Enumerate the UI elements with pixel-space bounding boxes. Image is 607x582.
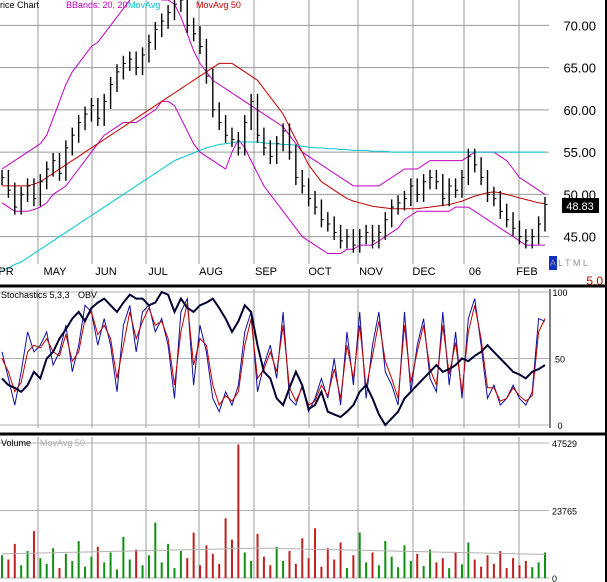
price-overlays [1, 0, 548, 271]
legend-price-chart: Price Chart [0, 0, 40, 10]
volume-tick-label: 23765 [552, 506, 577, 516]
date-tick-label: AUG [199, 266, 223, 278]
price-legend: Price Chart BBands: 20, 20 MovAvg MovAvg… [0, 0, 241, 10]
date-axis-ticks: PR MAY JUN JUL AUG SEP OCT NOV DEC 06 FEB [0, 266, 538, 278]
price-tick-label: 70.00 [563, 18, 596, 33]
last-price-label: 48.83 [566, 201, 594, 213]
date-tick-label: DEC [412, 266, 435, 278]
date-tick-label: PR [0, 266, 14, 278]
volume-movavg-line [1, 547, 546, 555]
date-tick-label: NOV [359, 266, 384, 278]
volume-axis-ticks: 47529 23765 0 [552, 439, 577, 582]
date-tick-label: 06 [469, 266, 481, 278]
legend-obv: OBV [78, 290, 97, 300]
date-tick-label: JUN [95, 266, 116, 278]
stoch-tick-label: 100 [552, 288, 567, 298]
volume-tick-label: 0 [552, 574, 557, 582]
volume-tick-label: 47529 [552, 439, 577, 449]
date-tick-label: FEB [516, 266, 537, 278]
volume-gridlines [0, 437, 549, 579]
price-overlay-line-2 [2, 62, 546, 210]
legend-stochastics: Stochastics 5,3,3 [1, 290, 70, 300]
price-overlay-line-0 [1, 0, 546, 195]
volume-bars [1, 444, 546, 578]
price-overlay-line-1 [1, 100, 545, 254]
date-tick-label: OCT [308, 266, 332, 278]
tag-text: A L T M L [550, 258, 588, 268]
price-tick-label: 65.00 [563, 61, 596, 76]
legend-volume: Volume [1, 438, 31, 448]
price-overlay-line-3 [1, 141, 545, 271]
legend-volume-movavg: MovAvg 50 [40, 438, 85, 448]
stochastics-panel: 100 50 0 Stochastics 5,3,3 OBV [0, 288, 568, 431]
date-tick-label: MAY [43, 266, 67, 278]
tag-marker-box [549, 256, 557, 270]
price-gridlines [0, 0, 549, 264]
price-tick-label: 45.00 [563, 230, 596, 245]
legend-movavg: MovAvg [128, 0, 160, 10]
legend-bbands: BBands: 20, 20 [66, 0, 128, 10]
stoch-line-1 [1, 302, 546, 407]
last-price-label-box [562, 198, 599, 213]
legend-movavg-50: MovAvg 50 [196, 0, 241, 10]
stochastics-axis-ticks: 100 50 0 [552, 288, 567, 431]
stoch-tick-label: 0 [557, 421, 562, 431]
price-tick-label: 55.00 [563, 145, 596, 160]
stoch-line-2 [1, 290, 546, 427]
price-tick-label: 60.00 [563, 103, 596, 118]
stoch-tick-label: 50 [555, 355, 565, 365]
stochastics-lines [1, 290, 546, 427]
volume-panel: 47529 23765 0 Volume MovAvg 50 [0, 437, 577, 582]
date-tick-label: JUL [148, 266, 168, 278]
date-tick-label: SEP [255, 266, 277, 278]
